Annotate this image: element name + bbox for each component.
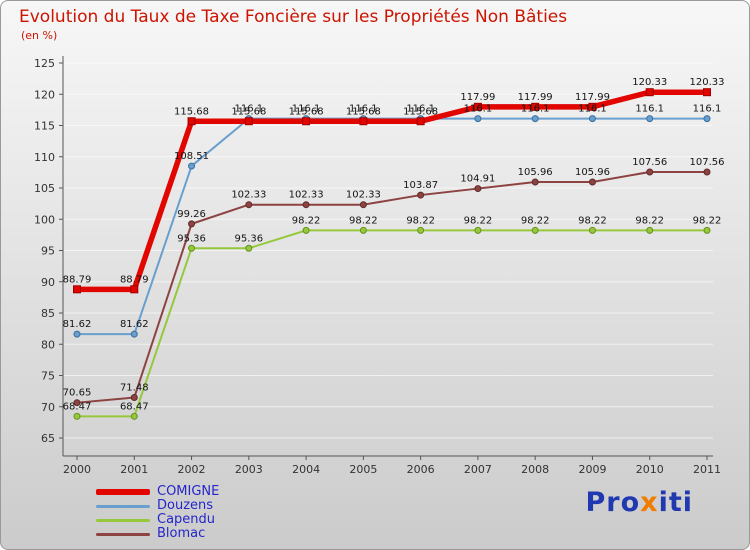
svg-text:2011: 2011	[693, 463, 721, 476]
legend-item-capendu: Capendu	[96, 513, 219, 527]
svg-text:102.33: 102.33	[231, 190, 266, 201]
svg-text:116.1: 116.1	[521, 104, 550, 115]
svg-text:70.65: 70.65	[63, 388, 92, 399]
svg-text:116.1: 116.1	[635, 104, 664, 115]
svg-text:2000: 2000	[63, 463, 91, 476]
svg-text:2001: 2001	[120, 463, 148, 476]
legend-swatch-comigne	[96, 489, 150, 495]
svg-text:2009: 2009	[578, 463, 606, 476]
legend-swatch-douzens	[96, 504, 150, 508]
svg-text:116.1: 116.1	[464, 104, 493, 115]
svg-text:116.1: 116.1	[349, 104, 378, 115]
svg-text:95.36: 95.36	[177, 233, 206, 244]
svg-text:102.33: 102.33	[346, 190, 381, 201]
svg-text:98.22: 98.22	[406, 215, 435, 226]
svg-text:70: 70	[41, 401, 55, 414]
page-title: Evolution du Taux de Taxe Foncière sur l…	[19, 7, 568, 27]
svg-text:2007: 2007	[464, 463, 492, 476]
svg-text:2002: 2002	[178, 463, 206, 476]
svg-text:116.1: 116.1	[292, 104, 321, 115]
legend-label-capendu: Capendu	[157, 512, 216, 527]
svg-text:68.47: 68.47	[63, 401, 92, 412]
svg-text:98.22: 98.22	[292, 215, 321, 226]
svg-text:117.99: 117.99	[518, 92, 553, 103]
svg-text:98.22: 98.22	[464, 215, 493, 226]
svg-text:107.56: 107.56	[690, 157, 725, 168]
svg-text:116.1: 116.1	[406, 104, 435, 115]
proxiti-logo[interactable]: Proxiti	[585, 487, 693, 518]
svg-text:68.47: 68.47	[120, 401, 149, 412]
svg-text:104.91: 104.91	[460, 174, 495, 185]
svg-text:95.36: 95.36	[234, 233, 263, 244]
chart-subtitle: (en %)	[21, 29, 58, 42]
legend-item-blomac: Blomac	[96, 527, 219, 541]
svg-text:2010: 2010	[636, 463, 664, 476]
svg-text:98.22: 98.22	[578, 215, 607, 226]
svg-text:85: 85	[41, 307, 55, 320]
svg-text:2005: 2005	[349, 463, 377, 476]
svg-text:115.68: 115.68	[289, 106, 324, 117]
svg-text:100: 100	[34, 213, 55, 226]
svg-text:115.68: 115.68	[231, 106, 266, 117]
svg-text:115: 115	[34, 120, 55, 133]
svg-text:75: 75	[41, 370, 55, 383]
svg-text:120.33: 120.33	[632, 77, 667, 88]
legend-item-douzens: Douzens	[96, 499, 219, 513]
svg-text:71.48: 71.48	[120, 383, 149, 394]
svg-text:95: 95	[41, 245, 55, 258]
svg-text:2008: 2008	[521, 463, 549, 476]
svg-text:98.22: 98.22	[349, 215, 378, 226]
svg-text:98.22: 98.22	[693, 215, 722, 226]
svg-text:2003: 2003	[235, 463, 263, 476]
svg-text:108.51: 108.51	[174, 151, 209, 162]
legend: COMIGNE Douzens Capendu Blomac	[96, 485, 219, 541]
svg-text:105: 105	[34, 182, 55, 195]
svg-text:103.87: 103.87	[403, 180, 438, 191]
svg-text:117.99: 117.99	[460, 92, 495, 103]
svg-text:2006: 2006	[407, 463, 435, 476]
legend-label-blomac: Blomac	[157, 526, 206, 541]
svg-text:115.68: 115.68	[174, 106, 209, 117]
svg-text:125: 125	[34, 57, 55, 70]
svg-text:90: 90	[41, 276, 55, 289]
svg-text:99.26: 99.26	[177, 209, 206, 220]
svg-text:117.99: 117.99	[575, 92, 610, 103]
svg-text:116.1: 116.1	[693, 104, 722, 115]
svg-text:115.68: 115.68	[346, 106, 381, 117]
svg-text:2004: 2004	[292, 463, 320, 476]
svg-text:116.1: 116.1	[578, 104, 607, 115]
svg-text:88.79: 88.79	[63, 274, 92, 285]
svg-text:120: 120	[34, 88, 55, 101]
svg-text:110: 110	[34, 151, 55, 164]
legend-swatch-capendu	[96, 518, 150, 522]
svg-text:102.33: 102.33	[289, 190, 324, 201]
svg-text:88.79: 88.79	[120, 274, 149, 285]
svg-text:105.96: 105.96	[518, 167, 553, 178]
svg-text:98.22: 98.22	[635, 215, 664, 226]
svg-text:107.56: 107.56	[632, 157, 667, 168]
svg-text:65: 65	[41, 432, 55, 445]
svg-text:81.62: 81.62	[63, 319, 92, 330]
legend-label-comigne: COMIGNE	[157, 484, 220, 499]
legend-item-comigne: COMIGNE	[96, 485, 219, 499]
legend-swatch-blomac	[96, 532, 150, 536]
svg-text:81.62: 81.62	[120, 319, 149, 330]
svg-text:116.1: 116.1	[234, 104, 263, 115]
svg-text:98.22: 98.22	[521, 215, 550, 226]
svg-text:80: 80	[41, 338, 55, 351]
svg-text:120.33: 120.33	[690, 77, 725, 88]
legend-label-douzens: Douzens	[157, 498, 214, 513]
svg-text:115.68: 115.68	[403, 106, 438, 117]
svg-text:105.96: 105.96	[575, 167, 610, 178]
